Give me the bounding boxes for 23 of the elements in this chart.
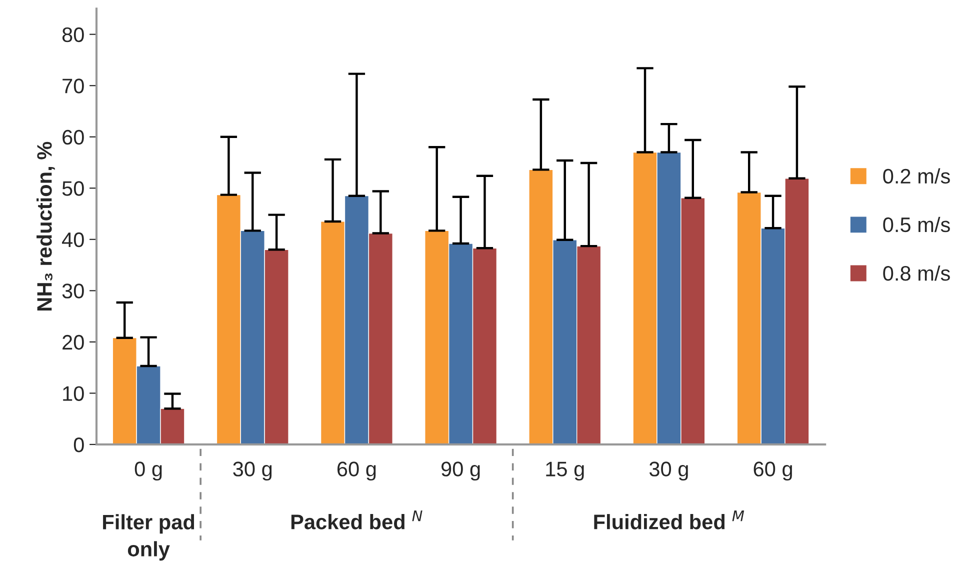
x-tick-label: 60 g: [337, 462, 376, 481]
x-tick-label: 30 g: [649, 462, 688, 481]
y-tick-label: 0: [74, 437, 84, 452]
y-tick-label: 10: [63, 386, 84, 401]
text: Packed bed $^{N}$: [291, 510, 422, 530]
legend-label: 0.5 m/s: [883, 216, 950, 232]
legend-label: 0.2 m/s: [883, 168, 950, 184]
y-tick-label: 60: [62, 130, 84, 145]
y-tick-label: 50: [62, 181, 84, 196]
x-tick-label: 90 g: [441, 462, 480, 481]
x-tick-label: 0 g: [134, 462, 162, 481]
x-tick-label: 15 g: [546, 462, 584, 481]
y-tick-label: 80: [62, 27, 84, 42]
text: Fluidized bed $^{M}$: [594, 510, 744, 530]
legend-label: 0.8 m/s: [883, 265, 950, 281]
y-axis-title: NH₃ reduction, %: [36, 142, 55, 310]
y-tick-label: 70: [62, 78, 84, 94]
x-tick-label: 30 g: [233, 462, 272, 481]
text: Filter pad only: [103, 514, 194, 561]
y-tick-label: 30: [62, 284, 84, 298]
y-tick-label: 40: [62, 232, 84, 248]
y-tick-label: 20: [62, 334, 84, 350]
x-tick-label: 60 g: [754, 462, 792, 481]
